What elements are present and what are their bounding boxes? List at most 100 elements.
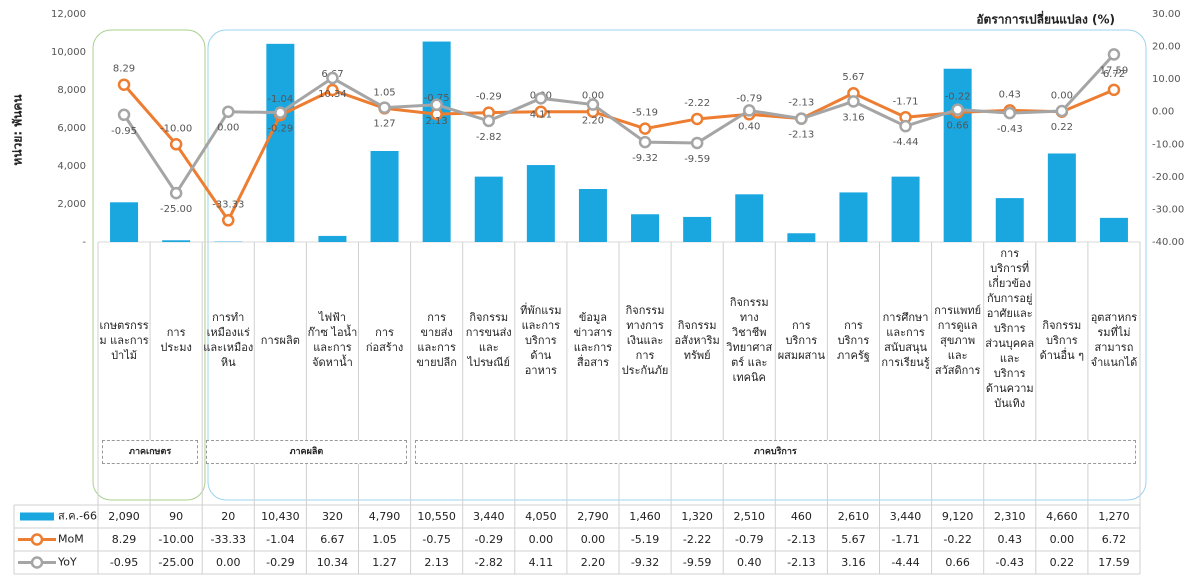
- bar: [735, 194, 764, 242]
- data-label: 0.66: [947, 121, 969, 132]
- point: [847, 95, 860, 108]
- table-cell: 2,310: [993, 510, 1026, 523]
- data-label: 0.40: [738, 121, 760, 132]
- category-label: กิจกรรมทางการเงินและการประกันภัย: [621, 303, 669, 377]
- y2-tick-label: -40.00: [1152, 237, 1184, 248]
- data-label: -0.29: [267, 124, 293, 135]
- y-tick-label: 2,000: [57, 199, 86, 210]
- table-cell: -9.59: [682, 556, 712, 569]
- data-label: 5.67: [842, 72, 864, 83]
- data-label: 0.00: [217, 123, 239, 134]
- bar: [631, 214, 660, 242]
- point: [117, 78, 131, 91]
- table-cell: 2,610: [837, 510, 870, 523]
- table-cell: 2,090: [108, 510, 140, 523]
- data-label: -2.13: [788, 130, 814, 141]
- table-cell: 4,660: [1046, 510, 1078, 523]
- table-cell: -10.00: [158, 533, 194, 546]
- point: [378, 101, 391, 114]
- table-cell: 8.29: [111, 533, 137, 546]
- table-cell: 10.34: [316, 556, 349, 569]
- point: [690, 112, 704, 126]
- point: [1003, 106, 1016, 120]
- bar: [839, 192, 868, 242]
- point: [534, 92, 548, 105]
- table-cell: -0.43: [995, 556, 1024, 569]
- point: [169, 138, 183, 151]
- category-label: การบริการที่เกี่ยวข้องกับการอยู่อาศัยและ…: [985, 247, 1035, 410]
- table-cell: 0.00: [215, 556, 241, 569]
- table-cell: 320: [321, 510, 343, 523]
- data-label: 1.27: [373, 119, 395, 130]
- table-cell: 2,510: [733, 510, 765, 523]
- bar: [266, 43, 295, 242]
- table-cell: 3,440: [889, 510, 922, 523]
- table-cell: 5.67: [841, 533, 866, 546]
- table-cell: 1,270: [1098, 510, 1130, 523]
- y2-tick-label: -20.00: [1152, 172, 1184, 183]
- legend-swatch: [20, 512, 54, 521]
- point: [951, 103, 964, 116]
- table-cell: 3.16: [841, 556, 866, 569]
- bar: [474, 176, 503, 242]
- point: [899, 119, 912, 133]
- point: [795, 112, 808, 125]
- legend-marker: [30, 533, 44, 546]
- table-cell: -1.71: [891, 533, 920, 546]
- category-label: เกษตรกรรม และการป่าไม้: [99, 318, 149, 362]
- bar: [110, 202, 139, 242]
- data-label: 2.13: [426, 116, 448, 127]
- data-label: -9.32: [632, 153, 658, 164]
- data-label: 6.72: [1103, 69, 1125, 80]
- y-tick-label: 10,000: [51, 47, 86, 58]
- bar: [162, 240, 191, 242]
- category-label: กิจกรรมอสังหาริมทรัพย์: [674, 318, 720, 362]
- bar: [891, 176, 920, 242]
- y2-tick-label: 20.00: [1152, 42, 1181, 53]
- category-label: การศึกษาและการสนับสนุนการเรียนรู้: [881, 311, 930, 369]
- table-cell: -0.29: [474, 533, 503, 546]
- table-cell: 0.43: [997, 533, 1022, 546]
- table-cell: 10,550: [417, 510, 456, 523]
- table-cell: -25.00: [158, 556, 194, 569]
- y-tick-label: -: [82, 237, 86, 248]
- table-cell: -0.79: [735, 533, 764, 546]
- data-label: 0.00: [582, 91, 604, 102]
- legend-label: YoY: [57, 556, 77, 569]
- group-label: ภาคบริการ: [414, 440, 1136, 464]
- data-label: 0.22: [1051, 122, 1073, 133]
- table-cell: 9,120: [941, 510, 974, 523]
- table-cell: 1.05: [372, 533, 397, 546]
- table-cell: 6.67: [320, 533, 345, 546]
- category-label: การบริการผสมผสาน: [777, 318, 825, 362]
- table-cell: -0.22: [943, 533, 972, 546]
- point: [638, 122, 652, 135]
- table-cell: -5.19: [630, 533, 660, 546]
- category-label: กิจกรรมทางวิชาชีพวิทยาศาสตร์ และเทคนิค: [726, 296, 773, 384]
- point: [743, 104, 756, 117]
- point: [1107, 48, 1121, 61]
- bar: [683, 216, 712, 242]
- data-label: -33.33: [212, 199, 244, 210]
- data-label: 0.00: [1051, 91, 1073, 102]
- data-label: -1.71: [893, 96, 919, 107]
- table-cell: 460: [790, 510, 812, 523]
- table-cell: 1.27: [372, 556, 397, 569]
- table-cell: -2.13: [787, 533, 816, 546]
- table-cell: -4.44: [891, 556, 920, 569]
- line: [122, 53, 1116, 196]
- group-frame: [92, 29, 206, 501]
- data-label: -0.95: [111, 126, 137, 137]
- point: [222, 214, 235, 227]
- category-label: กิจกรรมการขนส่ง และไปรษณีย์: [465, 311, 512, 369]
- table-cell: 0.66: [945, 556, 970, 569]
- y2-tick-label: 0.00: [1152, 107, 1174, 118]
- table-cell: 1,320: [681, 510, 713, 523]
- y-tick-label: 8,000: [57, 85, 86, 96]
- y2-tick-label: 10.00: [1152, 74, 1181, 85]
- category-label: การบริการภาครัฐ: [837, 318, 870, 362]
- table-cell: -2.82: [474, 556, 503, 569]
- table-cell: -0.29: [266, 556, 295, 569]
- table-cell: 1,460: [629, 510, 661, 523]
